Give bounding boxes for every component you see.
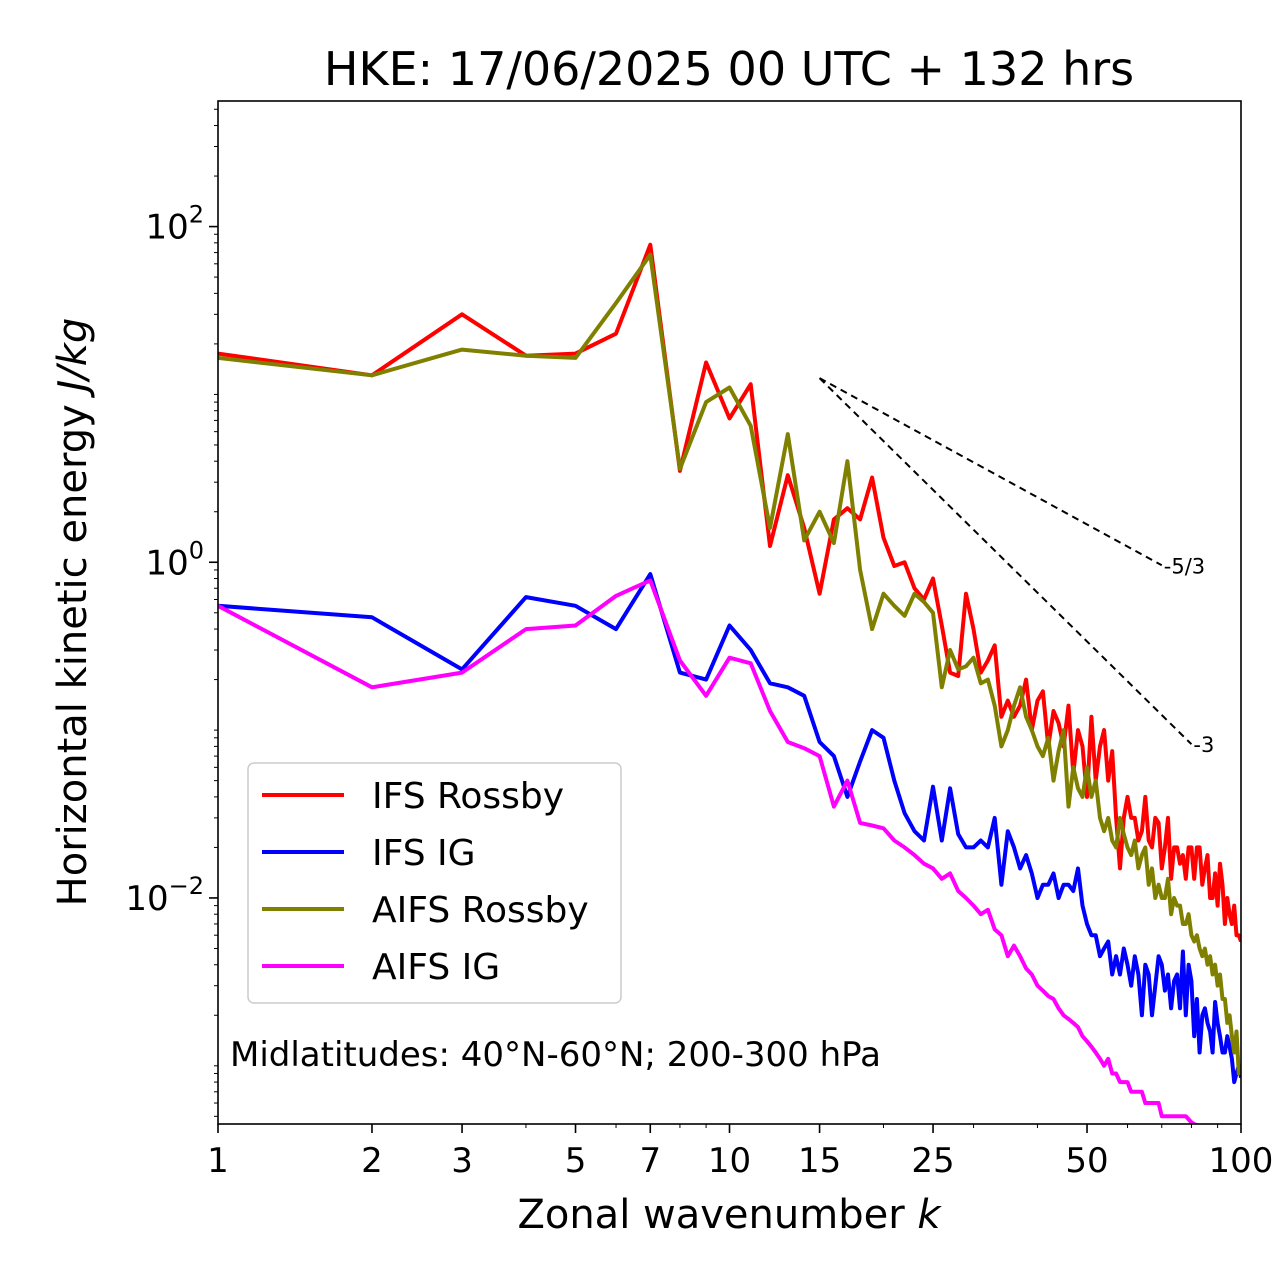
legend-label: IFS Rossby [372, 776, 564, 817]
x-axis-label-symbol: k [917, 1192, 942, 1238]
y-axis-label-text: Horizontal kinetic energy [50, 404, 96, 906]
legend: IFS Rossby IFS IG AIFS Rossby AIFS IG [247, 762, 622, 1004]
chart-title: HKE: 17/06/2025 00 UTC + 132 hrs [324, 42, 1134, 96]
x-tick-label: 5 [565, 1141, 587, 1181]
y-tick-label: 100 [145, 536, 204, 583]
region-annotation: Midlatitudes: 40°N-60°N; 200-300 hPa [230, 1035, 881, 1075]
series-layer [218, 242, 1241, 1124]
legend-box [247, 762, 622, 1004]
y-tick-label: 10−2 [125, 872, 204, 919]
y-axis-ticks: 10−2 100 102 [125, 108, 218, 1117]
x-tick-label: 2 [361, 1141, 383, 1181]
x-tick-label: 15 [798, 1141, 841, 1181]
reference-slopes: -5/3 -3 [818, 377, 1214, 757]
x-tick-label: 100 [1209, 1141, 1274, 1181]
reference-slope-label-1: -5/3 [1164, 554, 1205, 578]
x-axis-label-text: Zonal wavenumber [517, 1192, 905, 1238]
x-tick-label: 25 [911, 1141, 954, 1181]
y-tick-label: 102 [145, 201, 204, 248]
legend-label: AIFS IG [372, 947, 500, 988]
legend-entries: IFS Rossby IFS IG AIFS Rossby AIFS IG [262, 776, 589, 988]
y-axis-label-units: J/kg [50, 318, 96, 399]
reference-slope-line-1 [819, 377, 1163, 567]
series-line-aifs-ig [218, 578, 1199, 1124]
legend-label: AIFS Rossby [372, 890, 589, 931]
x-tick-label: 10 [708, 1141, 751, 1181]
reference-slope-label-2: -3 [1193, 733, 1214, 757]
x-tick-label: 3 [451, 1141, 473, 1181]
x-axis-label: Zonal wavenumber k [517, 1192, 942, 1238]
x-tick-label: 7 [639, 1141, 661, 1181]
x-tick-label: 50 [1065, 1141, 1108, 1181]
y-axis-label: Horizontal kinetic energy J/kg [50, 318, 96, 907]
x-axis-ticks: 1 2 3 5 7 10 15 25 50 100 [207, 1124, 1273, 1181]
x-tick-label: 1 [207, 1141, 229, 1181]
series-line-aifs-rossby [218, 252, 1241, 1076]
reference-slope-line-2 [818, 377, 1193, 745]
legend-label: IFS IG [372, 833, 476, 874]
series-line-ifs-ig [218, 572, 1241, 1085]
